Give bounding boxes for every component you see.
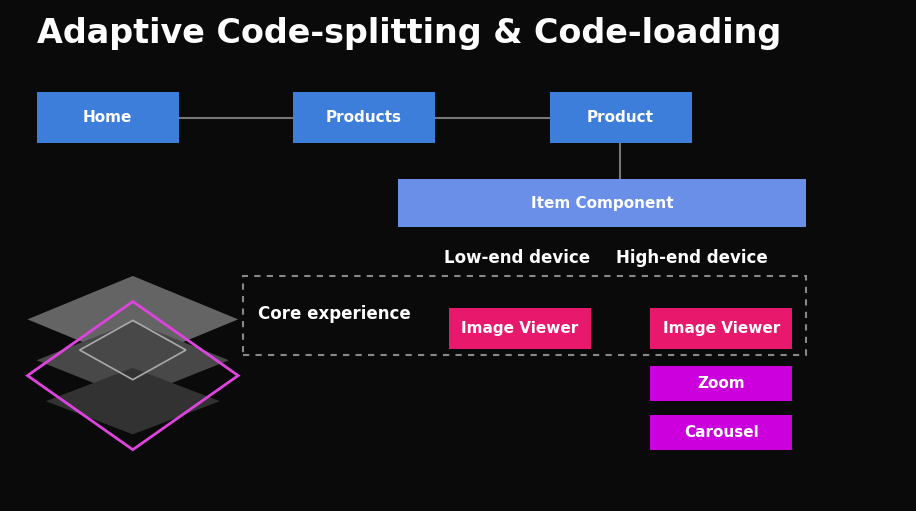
FancyBboxPatch shape [37, 92, 179, 143]
Polygon shape [37, 322, 229, 399]
FancyBboxPatch shape [550, 92, 692, 143]
Text: Image Viewer: Image Viewer [662, 320, 780, 336]
Text: Core experience: Core experience [258, 305, 410, 323]
Text: Products: Products [326, 110, 402, 125]
Text: Product: Product [587, 110, 654, 125]
Text: Image Viewer: Image Viewer [461, 320, 579, 336]
Polygon shape [27, 276, 238, 363]
Text: High-end device: High-end device [616, 249, 768, 267]
Text: Carousel: Carousel [684, 425, 758, 440]
FancyBboxPatch shape [650, 366, 792, 401]
Text: Home: Home [83, 110, 132, 125]
Text: Item Component: Item Component [531, 196, 673, 211]
FancyBboxPatch shape [293, 92, 435, 143]
Text: Adaptive Code-splitting & Code-loading: Adaptive Code-splitting & Code-loading [37, 17, 780, 50]
Text: Zoom: Zoom [698, 376, 745, 391]
FancyBboxPatch shape [398, 179, 806, 227]
FancyBboxPatch shape [650, 415, 792, 450]
FancyBboxPatch shape [650, 308, 792, 349]
FancyBboxPatch shape [449, 308, 591, 349]
Text: Low-end device: Low-end device [444, 249, 591, 267]
Polygon shape [46, 368, 220, 434]
